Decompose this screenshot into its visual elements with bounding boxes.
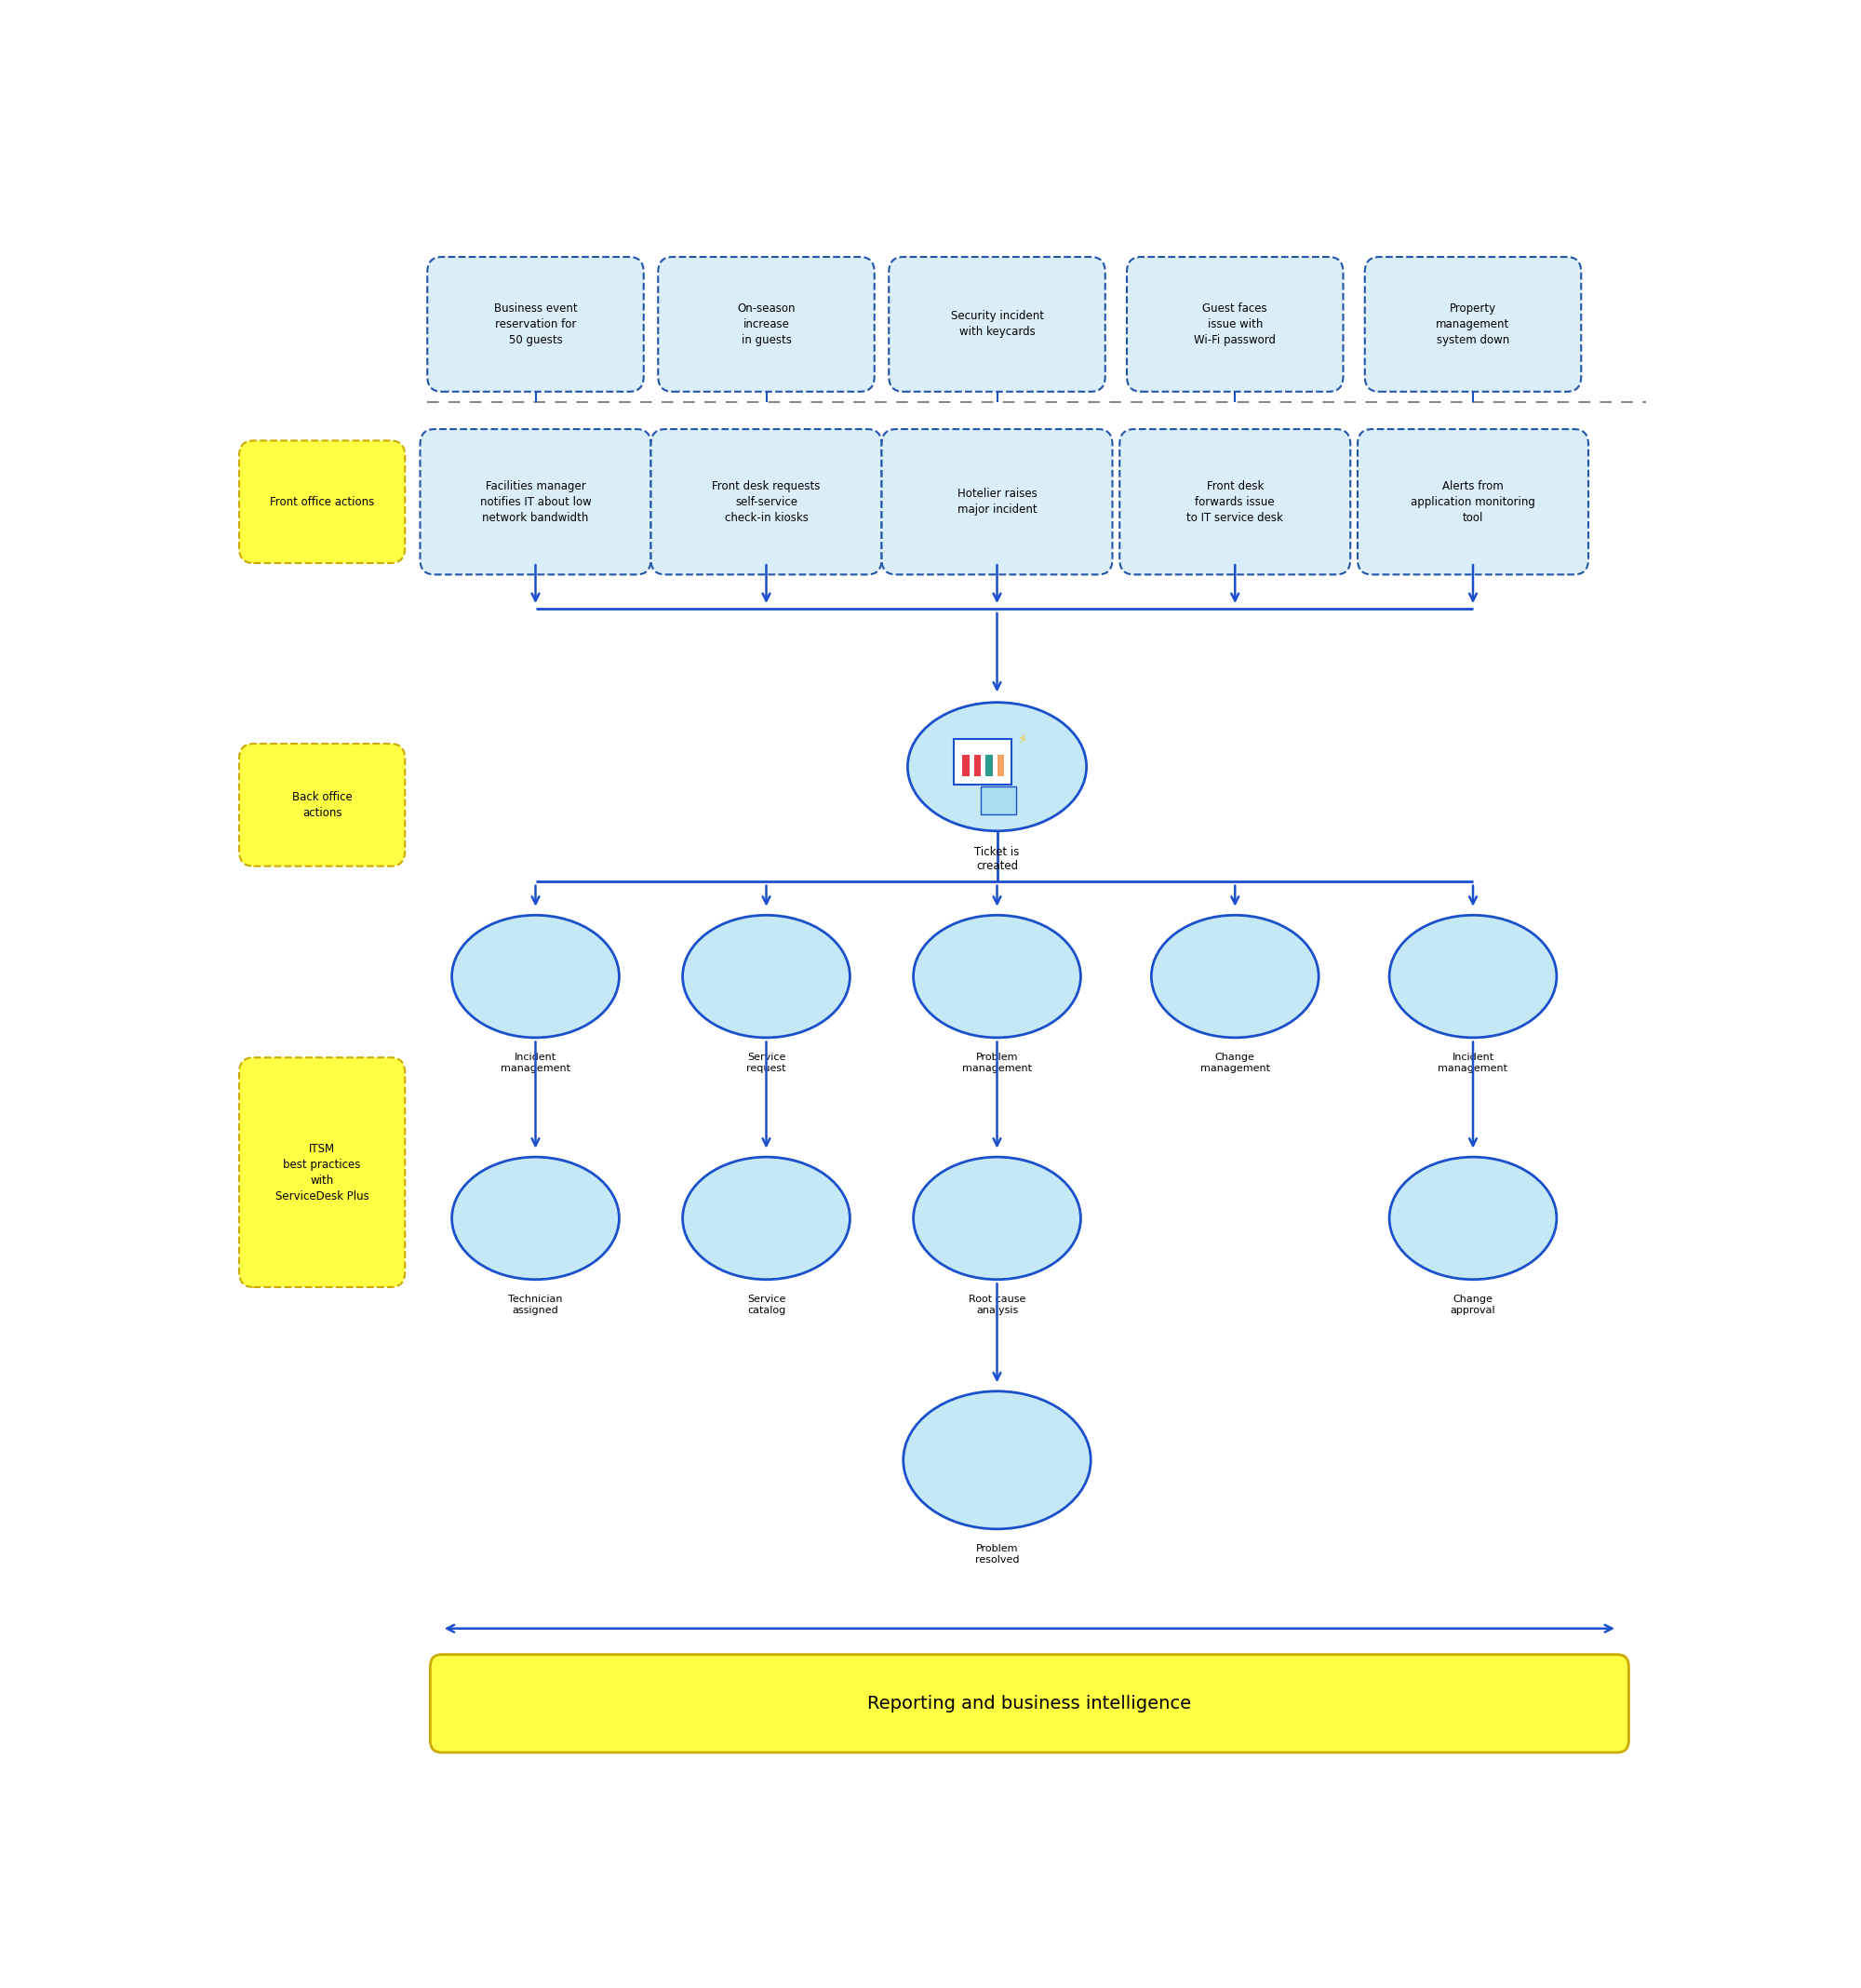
FancyBboxPatch shape <box>973 753 981 775</box>
Ellipse shape <box>903 1392 1091 1529</box>
FancyBboxPatch shape <box>238 744 406 867</box>
Ellipse shape <box>1152 914 1319 1038</box>
FancyBboxPatch shape <box>1126 256 1344 392</box>
FancyBboxPatch shape <box>1359 429 1589 575</box>
Text: Service
catalog: Service catalog <box>746 1294 785 1314</box>
FancyBboxPatch shape <box>428 256 644 392</box>
Text: Property
management
system down: Property management system down <box>1437 302 1509 346</box>
FancyBboxPatch shape <box>421 429 651 575</box>
Text: Service
request: Service request <box>746 1054 785 1074</box>
Text: Change
approval: Change approval <box>1450 1294 1496 1314</box>
Text: On-season
increase
in guests: On-season increase in guests <box>737 302 795 346</box>
Text: Reporting and business intelligence: Reporting and business intelligence <box>867 1694 1191 1712</box>
Ellipse shape <box>908 702 1087 831</box>
Text: Root cause
analysis: Root cause analysis <box>968 1294 1025 1314</box>
Text: ⚡: ⚡ <box>1018 732 1027 746</box>
FancyBboxPatch shape <box>238 441 406 563</box>
Text: Front desk requests
self-service
check-in kiosks: Front desk requests self-service check-i… <box>713 479 821 523</box>
Ellipse shape <box>683 1157 850 1280</box>
Text: Incident
management: Incident management <box>1439 1054 1507 1074</box>
Text: Front office actions: Front office actions <box>270 495 374 507</box>
Text: Facilities manager
notifies IT about low
network bandwidth: Facilities manager notifies IT about low… <box>480 479 592 523</box>
FancyBboxPatch shape <box>953 740 1012 785</box>
FancyBboxPatch shape <box>659 256 875 392</box>
FancyBboxPatch shape <box>962 753 970 775</box>
Text: Back office
actions: Back office actions <box>292 791 352 819</box>
Ellipse shape <box>914 914 1081 1038</box>
FancyBboxPatch shape <box>890 256 1105 392</box>
Text: Ticket is
created: Ticket is created <box>975 847 1020 873</box>
Text: ITSM
best practices
with
ServiceDesk Plus: ITSM best practices with ServiceDesk Plu… <box>275 1143 368 1203</box>
FancyBboxPatch shape <box>882 429 1113 575</box>
Text: Hotelier raises
major incident: Hotelier raises major incident <box>957 487 1037 515</box>
Text: Problem
resolved: Problem resolved <box>975 1545 1020 1565</box>
FancyBboxPatch shape <box>1120 429 1351 575</box>
Text: Front desk
forwards issue
to IT service desk: Front desk forwards issue to IT service … <box>1187 479 1284 523</box>
FancyBboxPatch shape <box>430 1654 1628 1753</box>
Ellipse shape <box>914 1157 1081 1280</box>
Text: Incident
management: Incident management <box>501 1054 569 1074</box>
Ellipse shape <box>683 914 850 1038</box>
Ellipse shape <box>452 914 620 1038</box>
Ellipse shape <box>452 1157 620 1280</box>
FancyBboxPatch shape <box>651 429 882 575</box>
FancyBboxPatch shape <box>981 787 1016 815</box>
Text: Security incident
with keycards: Security incident with keycards <box>951 310 1044 338</box>
Text: Business event
reservation for
50 guests: Business event reservation for 50 guests <box>493 302 577 346</box>
Ellipse shape <box>1390 914 1556 1038</box>
Ellipse shape <box>1390 1157 1556 1280</box>
Text: Technician
assigned: Technician assigned <box>508 1294 562 1314</box>
FancyBboxPatch shape <box>1364 256 1582 392</box>
FancyBboxPatch shape <box>997 753 1005 775</box>
FancyBboxPatch shape <box>986 753 992 775</box>
Text: Change
management: Change management <box>1200 1054 1269 1074</box>
Text: Alerts from
application monitoring
tool: Alerts from application monitoring tool <box>1411 479 1535 523</box>
FancyBboxPatch shape <box>238 1058 406 1286</box>
Text: Problem
management: Problem management <box>962 1054 1031 1074</box>
Text: Guest faces
issue with
Wi-Fi password: Guest faces issue with Wi-Fi password <box>1195 302 1277 346</box>
